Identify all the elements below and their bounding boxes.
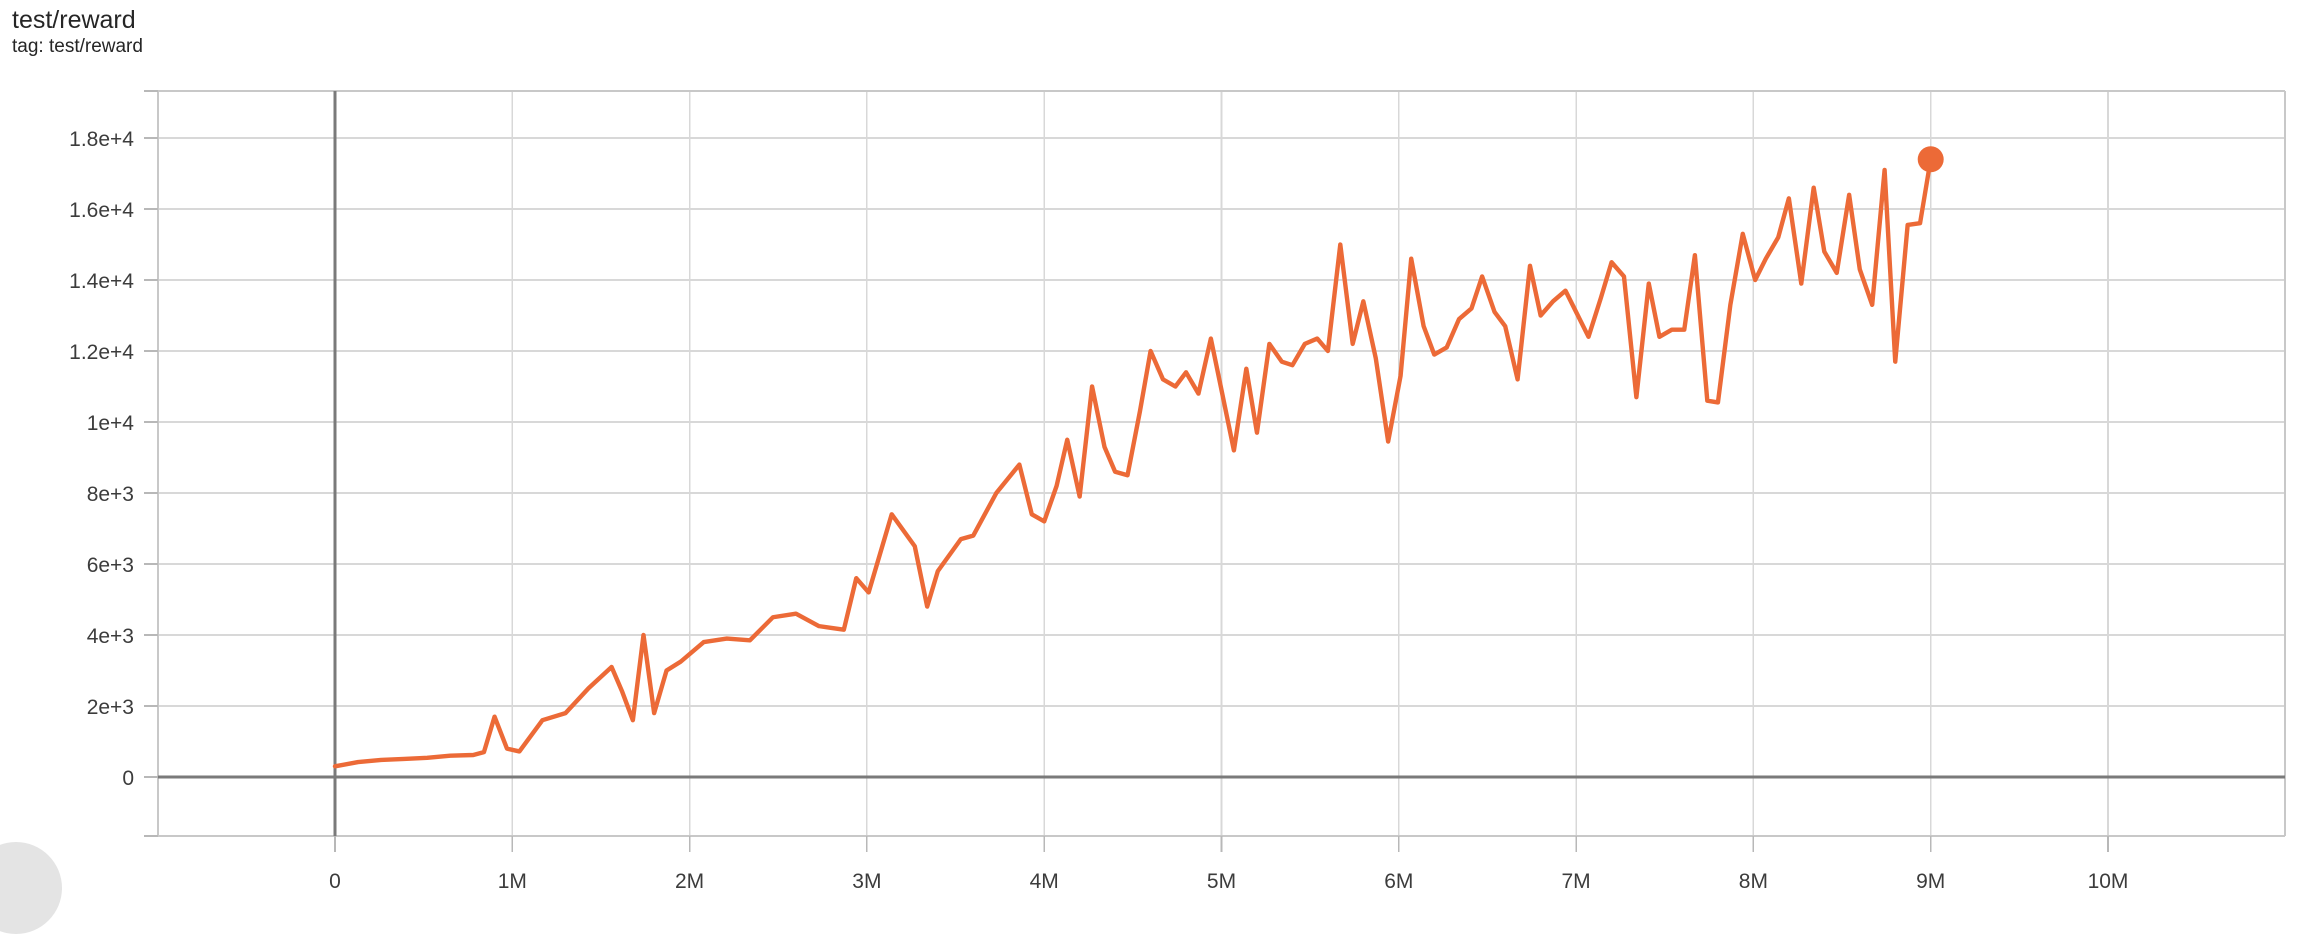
x-axis-tick-label: 5M: [1207, 870, 1236, 893]
y-axis-tick-label: 6e+3: [87, 554, 134, 577]
tickmarks-group: [144, 90, 2109, 852]
chart-header: test/reward tag: test/reward: [12, 6, 912, 58]
x-axis-tick-label: 6M: [1384, 870, 1413, 893]
x-axis-tick-label: 9M: [1916, 870, 1945, 893]
x-axis-tick-label: 8M: [1739, 870, 1768, 893]
x-axis-tick-label: 4M: [1030, 870, 1059, 893]
x-axis-tick-label: 3M: [852, 870, 881, 893]
page-title: test/reward: [12, 6, 136, 34]
y-axis-tick-label: 8e+3: [87, 483, 134, 506]
y-axis-tick-label: 1e+4: [87, 412, 135, 435]
line-chart-plot[interactable]: 0 2e+3 4e+3 6e+3 8e+3 1e+4 1.2e+4 1.4e+4 1.6e+4 1…: [0, 0, 2308, 900]
chart-tag-subtitle: tag: test/reward: [12, 36, 143, 57]
last-point-marker[interactable]: [1917, 146, 1944, 173]
x-axis-tick-label: 1M: [498, 870, 527, 893]
y-axis-tick-label: 1.4e+4: [69, 270, 134, 293]
series-line-test-reward: [332, 157, 1933, 769]
y-axis-tick-label: 1.6e+4: [69, 199, 134, 222]
y-axis-labels-group: 0 2e+3 4e+3 6e+3 8e+3 1e+4 1.2e+4 1.4e+4 1.6e+4 1…: [69, 128, 134, 790]
y-axis-tick-label: 2e+3: [87, 696, 134, 719]
y-axis-tick-label: 1.8e+4: [69, 128, 134, 151]
y-axis-tick-label: 0: [122, 767, 134, 790]
gridlines-group: [157, 90, 2286, 837]
x-axis-tick-label: 0: [329, 870, 341, 893]
y-axis-tick-label: 4e+3: [87, 625, 134, 648]
x-axis-tick-label: 2M: [675, 870, 704, 893]
y-axis-tick-label: 1.2e+4: [69, 341, 134, 364]
axis-lines-group: [158, 91, 2285, 836]
x-axis-tick-label: 7M: [1562, 870, 1591, 893]
x-axis-labels-group: 0 1M 2M 3M 4M 5M 6M 7M 8M 9M 10M: [329, 870, 2128, 893]
x-axis-tick-label: 10M: [2088, 870, 2129, 893]
